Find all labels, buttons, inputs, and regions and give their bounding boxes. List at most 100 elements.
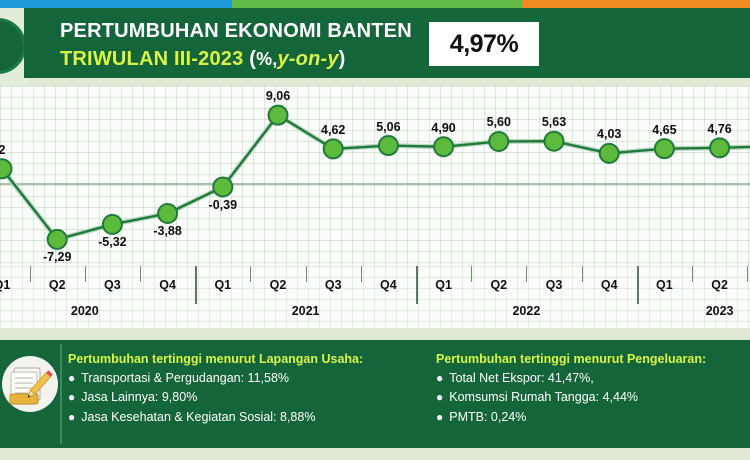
page-subtitle: TRIWULAN III-2023 (%,y-on-y) <box>60 48 346 71</box>
subtitle-paren-open: ( <box>249 48 257 70</box>
lapangan-usaha-heading: Pertumbuhan tertinggi menurut Lapangan U… <box>68 352 364 366</box>
list-item-label: Jasa Kesehatan & Kegiatan Sosial: 8,88% <box>81 409 316 424</box>
axis-year-separator <box>416 266 418 304</box>
subtitle-percent: %, <box>256 49 278 69</box>
panel-divider <box>60 344 62 444</box>
list-item: ● Transportasi & Pergudangan: 11,58% <box>68 369 428 388</box>
list-item-label: Jasa Lainnya: 9,80% <box>81 390 198 405</box>
axis-tick <box>692 266 693 282</box>
panel-spacer-bottom <box>0 448 750 460</box>
subtitle-paren-close: ) <box>338 48 346 70</box>
axis-quarter-label: Q2 <box>490 278 508 292</box>
logo-area <box>0 8 28 92</box>
data-point-label: 4,65 <box>652 122 677 137</box>
data-point-label: -5,32 <box>98 235 127 250</box>
data-point-label: 4,03 <box>597 127 622 142</box>
list-item-label: PMTB: 0,24% <box>449 409 527 424</box>
panel-spacer-top <box>0 328 750 340</box>
axis-tick <box>471 266 473 282</box>
data-point-label: 5,60 <box>486 115 511 130</box>
axis-quarter-label: Q3 <box>104 278 121 292</box>
bullet-icon: ● <box>436 371 444 385</box>
data-point-label: 2 <box>0 142 6 157</box>
axis-tick <box>140 266 141 282</box>
axis-tick <box>360 266 362 282</box>
list-item-label: Transportasi & Pergudangan: 11,58% <box>81 371 290 385</box>
strip-segment-orange <box>522 0 750 8</box>
line-chart-svg <box>0 104 750 250</box>
data-point-marker <box>488 130 510 152</box>
axis-quarter-label: Q3 <box>545 278 563 292</box>
axis-tick <box>29 266 31 282</box>
axis-quarter-label: Q1 <box>435 278 452 292</box>
data-point-label: 5,63 <box>541 115 567 130</box>
data-point-marker <box>267 104 289 126</box>
list-item: ● Komsumsi Rumah Tangga: 4,44% <box>436 388 750 407</box>
list-item-label: Komsumsi Rumah Tangga: 4,44% <box>449 390 639 405</box>
data-point-marker <box>709 137 731 159</box>
axis-quarter-label: Q2 <box>48 278 66 292</box>
axis-year-separator <box>195 266 198 304</box>
data-point-marker <box>46 228 68 250</box>
header-band: PERTUMBUHAN EKONOMI BANTEN TRIWULAN III-… <box>24 8 750 78</box>
axis-quarter-label: Q1 <box>214 278 232 292</box>
list-item: ● PMTB: 0,24% <box>436 408 750 427</box>
axis-year-label: 2020 <box>70 304 99 318</box>
axis-quarter-label: Q1 <box>656 278 673 292</box>
headline-value: 4,97% <box>449 29 519 58</box>
axis-quarter-label: Q3 <box>324 278 342 292</box>
data-point-label: 4,90 <box>431 120 456 135</box>
data-point-label: 4,76 <box>707 121 732 136</box>
pengeluaran-heading: Pertumbuhan tertinggi menurut Pengeluara… <box>436 352 707 366</box>
data-point-label: 9,06 <box>265 89 291 104</box>
axis-year-separator <box>636 266 639 304</box>
bullet-icon: ● <box>68 409 76 424</box>
axis-tick <box>84 266 86 282</box>
bps-logo-icon <box>0 18 26 74</box>
data-point-label: -7,29 <box>42 250 72 265</box>
axis-tick <box>305 266 307 282</box>
data-point-marker <box>101 213 123 235</box>
bullet-icon: ● <box>68 390 76 405</box>
bullet-icon: ● <box>436 390 444 405</box>
data-point-label: 4,62 <box>321 122 346 137</box>
list-item: ● Jasa Lainnya: 9,80% <box>68 388 428 407</box>
axis-year-label: 2021 <box>291 304 320 318</box>
axis-year-label: 2023 <box>705 304 734 318</box>
axis-tick <box>747 266 749 282</box>
top-color-strip <box>0 0 750 8</box>
subtitle-period: TRIWULAN III-2023 <box>60 48 244 70</box>
data-point-marker <box>157 202 179 224</box>
axis-quarter-label: Q2 <box>269 278 287 292</box>
data-point-marker <box>543 130 565 152</box>
axis-quarter-label: Q4 <box>159 278 176 292</box>
axis-tick <box>581 266 583 282</box>
data-point-label: -0,39 <box>208 197 238 212</box>
axis-year-label: 2022 <box>512 304 541 318</box>
data-point-marker <box>377 135 399 157</box>
data-point-marker <box>322 138 344 160</box>
data-point-marker <box>598 142 620 164</box>
column-pengeluaran: Pertumbuhan tertinggi menurut Pengeluara… <box>436 352 750 427</box>
list-item: ● Total Net Ekspor: 41,47%, <box>436 369 750 388</box>
axis-quarter-label: Q4 <box>600 278 618 292</box>
strip-segment-blue <box>0 0 232 8</box>
data-point-marker <box>433 136 455 158</box>
summary-panel: Pertumbuhan tertinggi menurut Lapangan U… <box>0 340 750 448</box>
subtitle-yoy: y-on-y <box>277 48 339 70</box>
axis-quarter-label: Q1 <box>0 278 11 292</box>
list-item: ● Jasa Kesehatan & Kegiatan Sosial: 8,88… <box>68 408 428 427</box>
chart-plot-area: 2 -7,29 -5,32 -3,88 -0,39 9,06 4,62 5,06 4,90 5,6… <box>0 86 750 266</box>
data-point-marker <box>653 138 675 160</box>
axis-quarter-label: Q4 <box>380 278 397 292</box>
headline-value-badge: 4,97% <box>429 22 539 66</box>
list-item-label: Total Net Ekspor: 41,47%, <box>449 371 594 385</box>
bullet-icon: ● <box>436 409 444 424</box>
data-point-marker <box>0 158 13 180</box>
axis-quarter-label: Q2 <box>711 278 728 292</box>
axis-tick <box>526 266 528 282</box>
data-point-marker <box>212 176 234 198</box>
clipboard-pencil-glyph <box>9 367 53 405</box>
bullet-icon: ● <box>68 371 76 385</box>
